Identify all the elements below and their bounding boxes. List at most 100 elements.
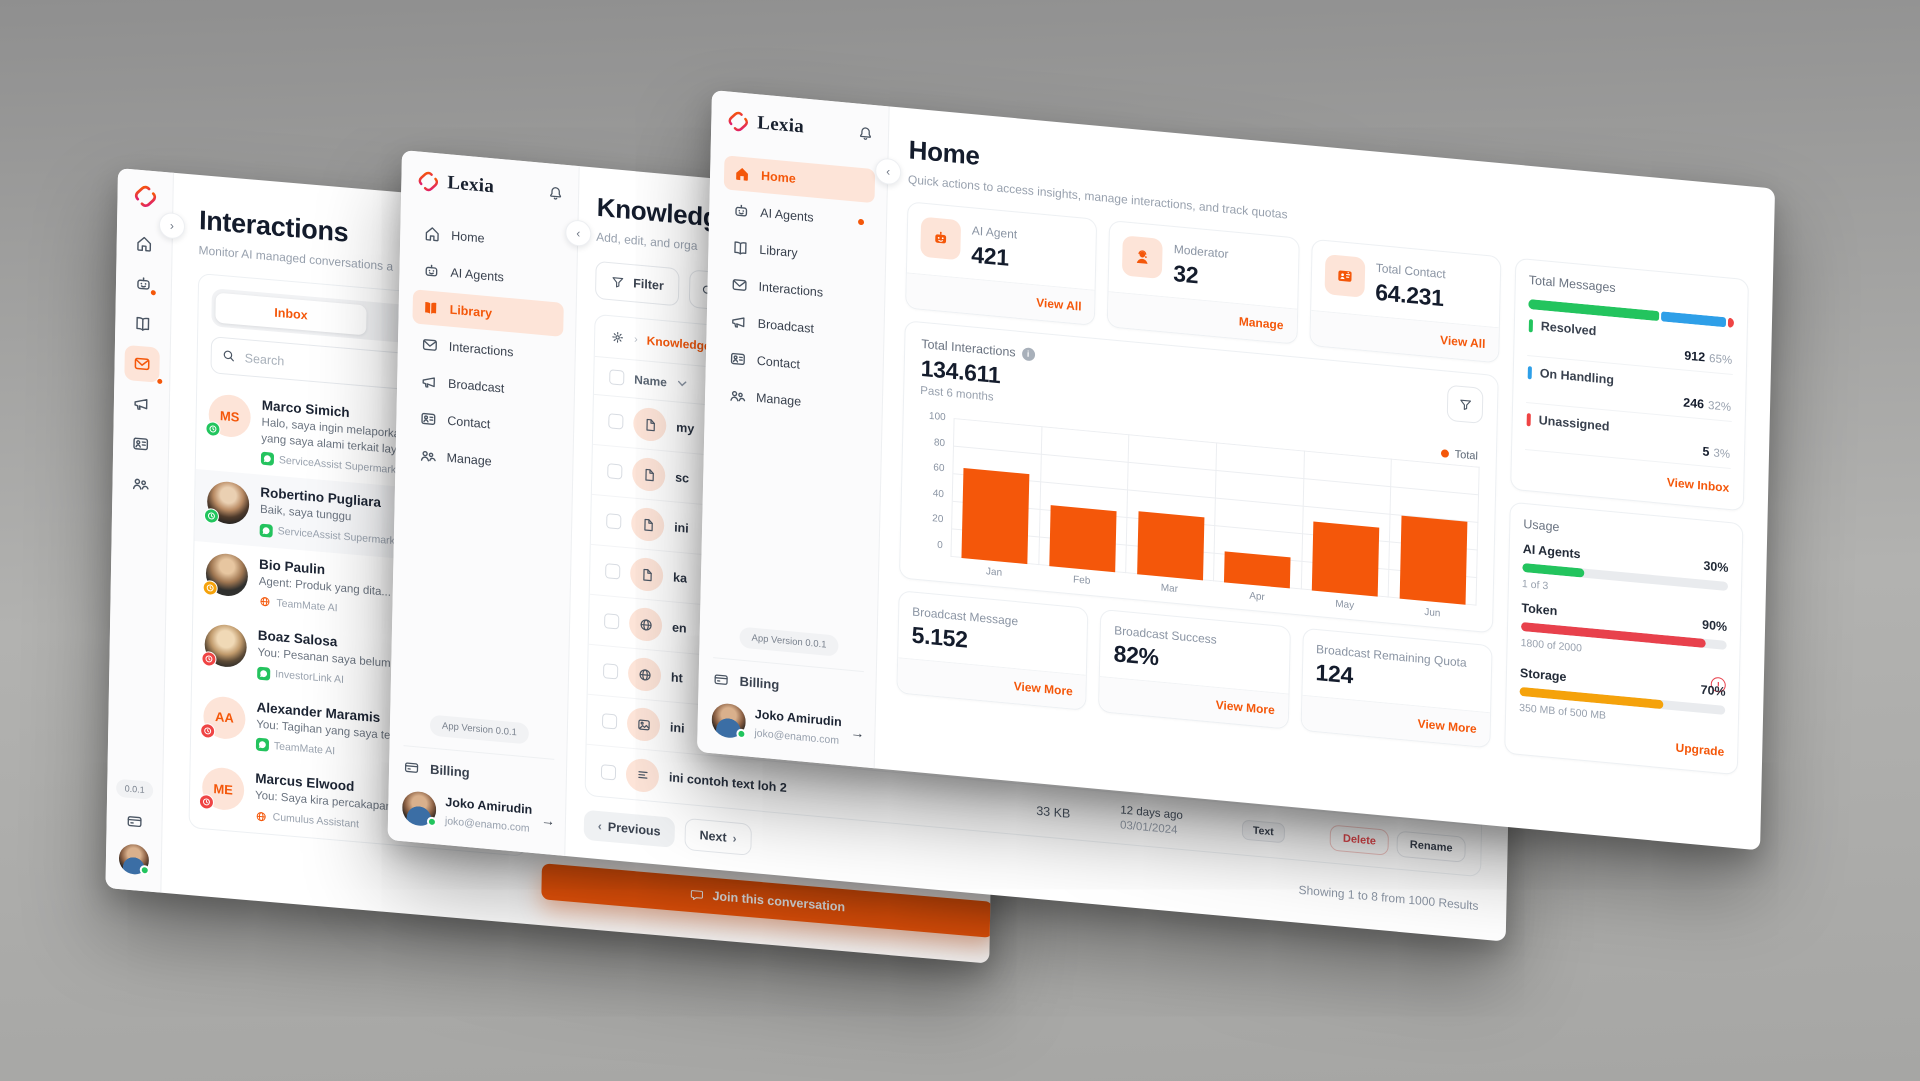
sidebar-item-ai-agents[interactable]: AI Agents — [413, 252, 564, 300]
view-more-link[interactable]: View More — [1215, 697, 1275, 718]
conversation-item[interactable]: MS Marco Simich Halo, saya ingin melapor… — [196, 382, 533, 498]
sidebar-item-library[interactable]: Library — [412, 289, 564, 337]
user-menu[interactable]: Joko Amirudin joko@enamo.com → — [711, 701, 865, 751]
name-column-header[interactable]: Name — [634, 371, 668, 389]
conversation-item[interactable]: ME Marcus Elwood You: Saya kira percakap… — [190, 755, 527, 855]
view-inbox-link[interactable]: View Inbox — [1666, 475, 1730, 495]
view-all-link[interactable]: View All — [1439, 332, 1486, 352]
contact-badge-icon — [1324, 254, 1366, 298]
bell-icon[interactable] — [547, 184, 564, 203]
manage-link[interactable]: Manage — [1238, 314, 1284, 333]
notification-dot — [857, 218, 865, 226]
user-avatar[interactable] — [118, 842, 150, 876]
table-header: Name — [593, 356, 1490, 477]
upgrade-link[interactable]: Upgrade — [1675, 740, 1725, 759]
sidebar-item-manage[interactable]: Manage — [719, 377, 870, 425]
row-checkbox[interactable] — [607, 463, 623, 480]
text-lines-file-icon — [625, 756, 660, 793]
inbox-panel: Inbox Cha MS Marco Simich Halo, saya ing… — [188, 273, 536, 857]
conversation-item[interactable]: Boaz Salosa You: Pesanan saya belum Inve… — [192, 612, 529, 712]
select-all-checkbox[interactable] — [609, 369, 625, 386]
broadcast-icon[interactable] — [132, 394, 151, 415]
profile-arrow-icon[interactable]: → — [850, 724, 865, 742]
table-row[interactable]: my — [592, 394, 1489, 527]
sidebar-item-ai-agents[interactable]: AI Agents — [723, 192, 874, 240]
avatar — [202, 551, 249, 598]
row-checkbox[interactable] — [600, 763, 617, 780]
view-more-link[interactable]: View More — [1013, 679, 1073, 699]
ai-agents-icon[interactable] — [134, 274, 157, 297]
sidebar-item-broadcast[interactable]: Broadcast — [411, 363, 562, 411]
rename-button[interactable]: Rename — [1396, 830, 1466, 863]
table-row[interactable]: ht — [587, 644, 1484, 777]
sidebar-item-broadcast[interactable]: Broadcast — [720, 303, 871, 351]
filter-button[interactable]: Filter — [594, 260, 680, 307]
online-status-dot — [426, 816, 438, 828]
view-all-link[interactable]: View All — [1036, 295, 1082, 314]
globe-file-icon — [627, 656, 662, 693]
sidebar-item-interactions[interactable]: Interactions — [412, 326, 563, 374]
chat-bubble-icon — [689, 886, 704, 902]
row-checkbox[interactable] — [606, 513, 622, 530]
row-checkbox[interactable] — [604, 613, 620, 630]
join-conversation-button[interactable]: Join this conversation — [541, 863, 994, 938]
document-file-icon — [630, 506, 665, 543]
row-checkbox[interactable] — [602, 663, 619, 680]
notification-dot — [149, 288, 157, 297]
ai-agent-stat-card: AI Agent 421 View All — [905, 201, 1098, 326]
sidebar-item-contact[interactable]: Contact — [720, 340, 871, 388]
user-name: Joko Amirudin — [445, 795, 533, 817]
delete-button[interactable]: Delete — [1329, 824, 1390, 856]
table-row[interactable]: en — [588, 594, 1485, 727]
row-checkbox[interactable] — [601, 713, 618, 730]
sidebar-item-contact[interactable]: Contact — [410, 400, 561, 448]
image-file-icon — [626, 706, 661, 743]
moderator-stat-card: Moderator 32 Manage — [1107, 220, 1300, 345]
avatar — [201, 623, 248, 669]
billing-icon[interactable] — [125, 811, 143, 831]
knowledge-table: › Knowledge Name my sc — [584, 313, 1492, 878]
table-row[interactable]: ini — [586, 694, 1483, 827]
app-version-badge: App Version 0.0.1 — [739, 626, 839, 657]
gear-icon[interactable] — [610, 329, 625, 345]
chart-filter-button[interactable] — [1446, 384, 1484, 424]
legend-dot — [1440, 449, 1449, 458]
table-row[interactable]: sc — [591, 444, 1488, 577]
home-icon[interactable] — [135, 234, 154, 255]
usage-ai-agents: AI Agents 30% 1 of 3 — [1521, 541, 1729, 593]
bell-icon[interactable] — [857, 124, 874, 143]
usage-token: Token 90% 1800 of 2000 — [1520, 600, 1728, 655]
conversation-item[interactable]: AA Alexander Maramis You: Tagihan yang s… — [191, 684, 528, 784]
billing-item[interactable]: Billing — [712, 657, 864, 702]
sidebar-item-library[interactable]: Library — [722, 229, 873, 277]
sidebar-item-interactions[interactable]: Interactions — [721, 266, 872, 314]
previous-page-button[interactable]: ‹ Previous — [583, 809, 675, 848]
file-modified: 12 days ago 03/01/2024 — [1119, 804, 1184, 837]
row-checkbox[interactable] — [605, 563, 621, 580]
avatar: ME — [198, 766, 245, 812]
user-menu[interactable]: Joko Amirudin joko@enamo.com → — [401, 789, 556, 839]
y-axis: 100 80 60 40 20 0 — [928, 410, 946, 552]
view-more-link[interactable]: View More — [1417, 716, 1477, 736]
conversation-item[interactable]: Bio Paulin Agent: Produk yang dita... Te… — [193, 541, 530, 641]
next-page-button[interactable]: Next › — [684, 817, 752, 856]
library-icon[interactable] — [133, 314, 152, 335]
table-row[interactable]: ini — [590, 494, 1487, 627]
info-icon[interactable] — [1021, 346, 1035, 361]
sla-clock-icon — [198, 793, 215, 811]
sidebar-item-home[interactable]: Home — [723, 155, 876, 204]
sidebar-item-home[interactable]: Home — [414, 215, 565, 263]
tab-inbox[interactable]: Inbox — [215, 292, 367, 336]
sidebar-item-manage[interactable]: Manage — [409, 437, 560, 485]
table-row[interactable]: ka — [589, 544, 1486, 677]
conversation-item[interactable]: Robertino Pugliara Baik, saya tunggu Ser… — [194, 469, 532, 570]
profile-arrow-icon[interactable]: → — [540, 811, 556, 830]
row-checkbox[interactable] — [608, 413, 624, 430]
manage-icon[interactable] — [130, 473, 149, 494]
billing-item[interactable]: Billing — [402, 745, 555, 789]
contact-icon[interactable] — [131, 434, 150, 455]
interactions-icon[interactable] — [124, 344, 164, 386]
web-channel-icon — [258, 595, 271, 609]
table-row[interactable]: ini contoh text loh 2 33 KB 12 days ago 0… — [586, 745, 1482, 876]
breadcrumb-current[interactable]: Knowledge — [646, 333, 711, 353]
